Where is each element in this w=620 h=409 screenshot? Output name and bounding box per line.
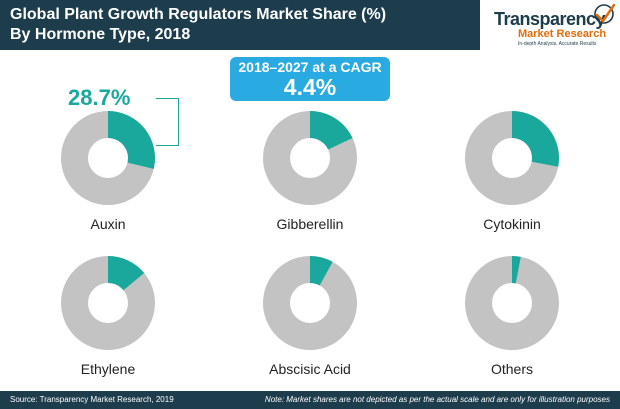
chart-title-line2: By Hormone Type, 2018 xyxy=(10,26,191,43)
logo-subtitle: Market Research xyxy=(518,28,607,40)
disclaimer-note: Note: Market shares are not depicted as … xyxy=(264,395,610,404)
cytokinin-label: Cytokinin xyxy=(483,216,541,232)
abscisic-acid-label: Abscisic Acid xyxy=(269,361,351,377)
chart-title: Global Plant Growth Regulators Market Sh… xyxy=(10,5,386,45)
cagr-label: 2018–2027 at a CAGR xyxy=(238,59,382,75)
logo-tagline: In-depth Analysis. Accurate Results xyxy=(518,41,597,47)
others-label: Others xyxy=(491,361,533,377)
auxin-share-label: 28.7% xyxy=(68,85,131,110)
cagr-value: 4.4% xyxy=(283,74,337,100)
highlight-bracket xyxy=(156,98,179,146)
source-note: Source: Transparency Market Research, 20… xyxy=(10,395,174,404)
cagr-callout: 2018–2027 at a CAGR 4.4% xyxy=(230,57,390,101)
others-donut-share xyxy=(512,256,521,284)
ethylene-label: Ethylene xyxy=(81,361,136,377)
gibberellin-donut-share xyxy=(310,111,353,150)
cytokinin-donut-share xyxy=(512,111,559,167)
footer-bar: Source: Transparency Market Research, 20… xyxy=(0,391,620,409)
gibberellin-label: Gibberellin xyxy=(277,216,344,232)
ethylene-donut-share xyxy=(108,256,145,291)
chart-title-line1: Global Plant Growth Regulators Market Sh… xyxy=(10,6,387,23)
company-logo: Transparency Market Research In-depth An… xyxy=(480,0,620,54)
auxin-donut-share xyxy=(108,111,155,169)
donut-charts: Auxin Gibberellin Cytokinin Ethylene Abscisi… xyxy=(61,111,559,377)
checkmark-icon xyxy=(594,3,615,24)
abscisic-acid-donut-share xyxy=(310,256,333,286)
logo-name: Transparency xyxy=(494,9,606,29)
auxin-label: Auxin xyxy=(90,216,125,232)
